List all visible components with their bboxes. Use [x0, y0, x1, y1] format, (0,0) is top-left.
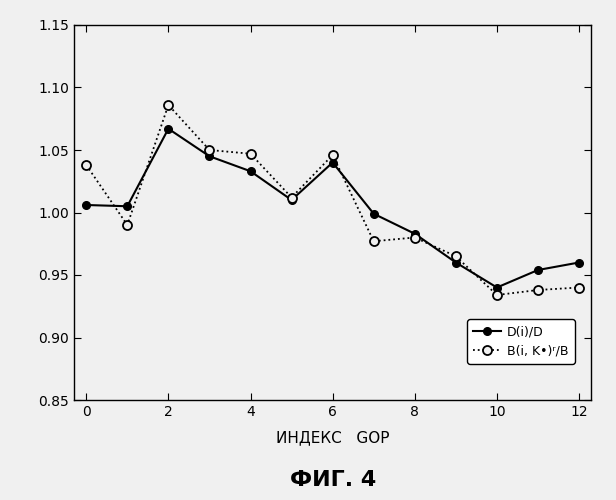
B(i, K•)ʳ/B [493, 292, 501, 298]
B(i, K•)ʳ/B [452, 253, 460, 259]
Line: B(i, K•)ʳ/B: B(i, K•)ʳ/B [82, 100, 583, 300]
D(i)/D [288, 197, 295, 203]
D(i)/D [83, 202, 90, 208]
D(i)/D [164, 126, 172, 132]
Line: D(i)/D: D(i)/D [83, 125, 583, 292]
B(i, K•)ʳ/B [575, 284, 583, 290]
D(i)/D [124, 204, 131, 210]
B(i, K•)ʳ/B [288, 194, 295, 200]
B(i, K•)ʳ/B [206, 147, 213, 153]
Text: ФИГ. 4: ФИГ. 4 [290, 470, 376, 490]
B(i, K•)ʳ/B [83, 162, 90, 168]
B(i, K•)ʳ/B [124, 222, 131, 228]
Legend: D(i)/D, B(i, K•)ʳ/B: D(i)/D, B(i, K•)ʳ/B [467, 319, 575, 364]
X-axis label: ИНДЕКС   GOP: ИНДЕКС GOP [276, 430, 389, 445]
B(i, K•)ʳ/B [164, 102, 172, 108]
D(i)/D [534, 267, 541, 273]
D(i)/D [206, 153, 213, 159]
B(i, K•)ʳ/B [329, 152, 336, 158]
D(i)/D [329, 160, 336, 166]
D(i)/D [452, 260, 460, 266]
B(i, K•)ʳ/B [247, 151, 254, 157]
D(i)/D [493, 284, 501, 290]
D(i)/D [411, 231, 418, 237]
D(i)/D [370, 211, 378, 217]
B(i, K•)ʳ/B [370, 238, 378, 244]
D(i)/D [247, 168, 254, 174]
B(i, K•)ʳ/B [534, 287, 541, 293]
D(i)/D [575, 260, 583, 266]
B(i, K•)ʳ/B [411, 234, 418, 240]
